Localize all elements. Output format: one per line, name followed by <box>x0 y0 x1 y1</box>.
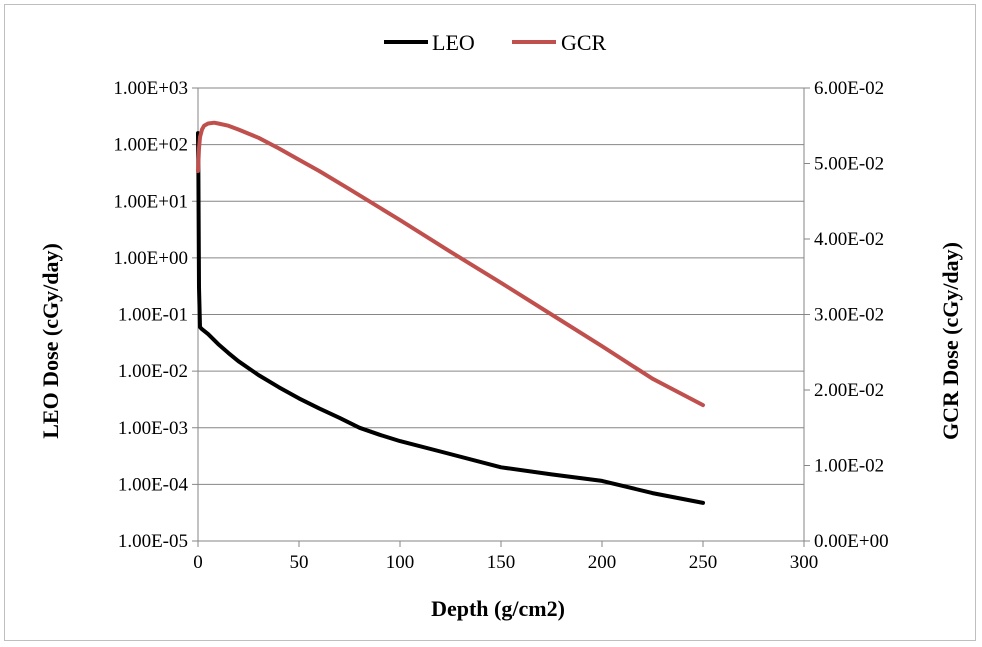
y-right-tick-label: 2.00E-02 <box>814 380 884 401</box>
y-right-tick-label: 5.00E-02 <box>814 154 884 175</box>
axes: 1.00E-05 1.00E-04 1.00E-03 1.00E-02 1.00E-01… <box>113 78 888 573</box>
x-tick-label: 0 <box>193 552 203 573</box>
y-left-tick-label: 1.00E+02 <box>113 135 188 156</box>
y-right-tick-label: 6.00E-02 <box>814 78 884 99</box>
y-left-tick-label: 1.00E-01 <box>118 305 188 326</box>
x-tick-label: 300 <box>790 552 819 573</box>
x-tick-label: 200 <box>588 552 617 573</box>
x-tick-label: 250 <box>689 552 718 573</box>
series-group <box>196 120 705 505</box>
y-left-tick-label: 1.00E-05 <box>118 531 188 552</box>
chart-frame <box>4 4 976 641</box>
series-line-leo <box>196 131 705 505</box>
legend: LEO GCR <box>384 30 607 55</box>
x-axis-title: Depth (g/cm2) <box>431 596 565 621</box>
y-left-tick-label: 1.00E-02 <box>118 361 188 382</box>
x-tick-label: 150 <box>487 552 516 573</box>
y-left-tick-label: 1.00E+03 <box>113 78 188 99</box>
legend-label-gcr: GCR <box>561 30 607 55</box>
series-line-gcr <box>196 120 705 408</box>
y-axis-left-title: LEO Dose (cGy/day) <box>38 243 63 439</box>
y-right-tick-label: 3.00E-02 <box>814 305 884 326</box>
y-right-tick-label: 1.00E-02 <box>814 456 884 477</box>
y-right-tick-label: 4.00E-02 <box>814 229 884 250</box>
y-left-tick-label: 1.00E+00 <box>113 248 188 269</box>
y-left-tick-label: 1.00E-04 <box>118 474 189 495</box>
x-tick-label: 100 <box>386 552 415 573</box>
legend-label-leo: LEO <box>432 30 475 55</box>
y-axis-right-title: GCR Dose (cGy/day) <box>938 242 963 440</box>
y-left-tick-label: 1.00E-03 <box>118 418 188 439</box>
y-right-tick-label: 0.00E+00 <box>814 531 889 552</box>
x-tick-label: 50 <box>290 552 309 573</box>
y-left-tick-label: 1.00E+01 <box>113 191 188 212</box>
